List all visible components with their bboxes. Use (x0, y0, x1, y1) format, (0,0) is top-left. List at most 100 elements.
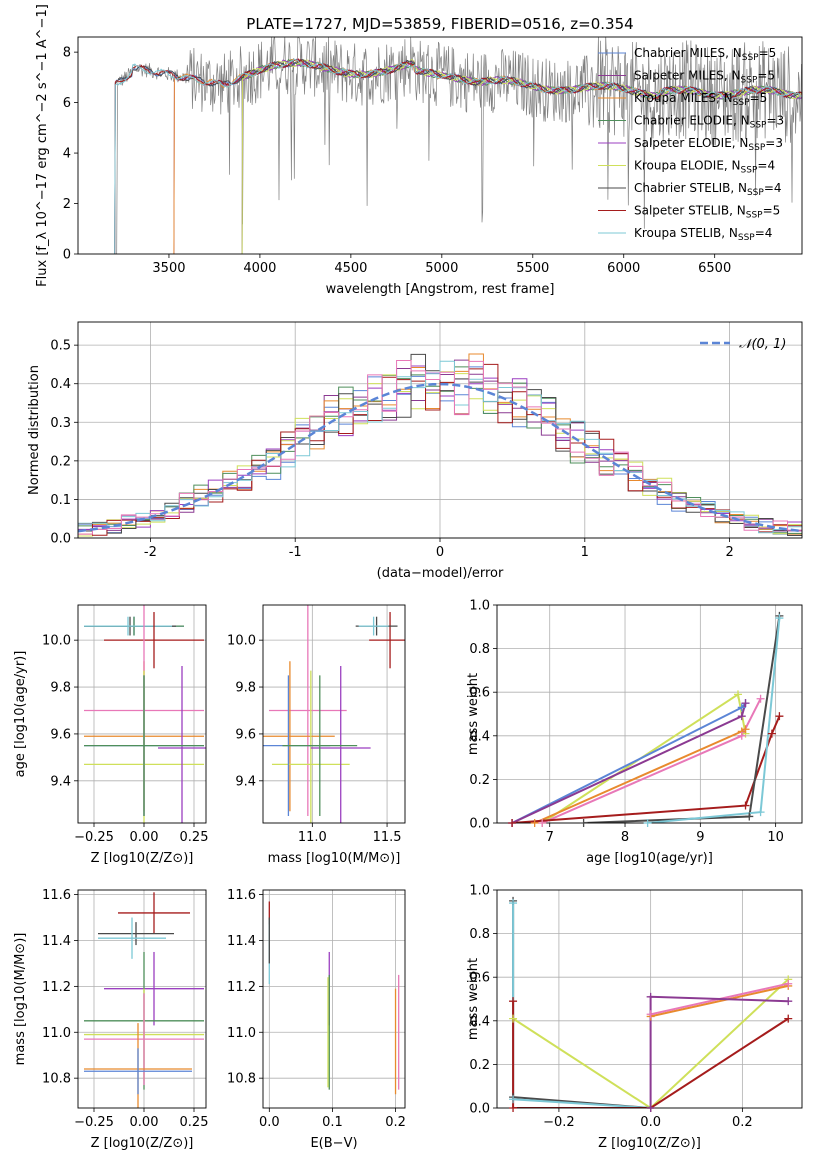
plus-marker (767, 729, 776, 738)
model-spectrum-line (114, 58, 802, 254)
x-tick-label: 11.0 (298, 830, 327, 845)
plus-marker (756, 694, 765, 703)
plot-area (268, 901, 400, 1095)
axes-frame (77, 36, 803, 255)
y-tick-label: 9.4 (50, 774, 71, 789)
y-tick-label: 0.2 (469, 1058, 490, 1073)
plus-marker (784, 979, 793, 988)
plus-marker (643, 819, 652, 827)
plus-marker (509, 899, 518, 908)
figure-title: PLATE=1727, MJD=53859, FIBERID=0516, z=0… (246, 15, 633, 33)
y-tick-label: 0.4 (469, 729, 490, 744)
x-tick-label: 6500 (698, 261, 731, 276)
normal-curve (78, 382, 802, 533)
y-tick-label: 10.0 (227, 634, 256, 649)
plus-marker (509, 1095, 518, 1104)
axes-frame (77, 889, 207, 1109)
x-axis-label: (data−model)/error (377, 566, 504, 581)
y-tick-label: 10.8 (227, 1072, 256, 1087)
y-tick-label: 9.8 (50, 681, 71, 696)
x-tick-label: 10 (767, 830, 784, 845)
grid-lines (78, 605, 206, 823)
x-tick-label: 0.00 (130, 1115, 159, 1130)
axes-frame (77, 604, 207, 824)
y-axis-label: mass weight (466, 958, 481, 1040)
plus-marker (737, 703, 746, 712)
plus-marker (646, 992, 655, 1001)
y-axis-label: Flux [f_λ 10^−17 erg cm^−2 s^−1 A^−1] (35, 4, 50, 287)
x-tick-label: 11.5 (373, 830, 402, 845)
histogram-series (78, 360, 802, 538)
y-tick-label: 0.5 (50, 339, 71, 354)
x-tick-label: 0.00 (130, 830, 159, 845)
y-axis-label: age [log10(age/yr)] (13, 651, 28, 778)
plus-marker (741, 801, 750, 810)
plus-marker (775, 614, 784, 623)
legend-label: Salpeter ELODIE, NSSP=3 (634, 136, 783, 153)
x-axis-label: wavelength [Angstrom, rest frame] (326, 282, 555, 297)
y-tick-label: 0 (63, 248, 71, 263)
plus-marker (509, 1014, 518, 1023)
y-tick-label: 10.0 (42, 634, 71, 649)
grid-lines (497, 889, 802, 1109)
y-tick-label: 11.4 (42, 934, 71, 949)
grid-lines (263, 605, 405, 823)
plus-marker (741, 699, 750, 708)
mass-weight-line (511, 702, 747, 823)
plus-marker (733, 690, 742, 699)
plus-marker (530, 819, 539, 827)
y-tick-label: 11.2 (227, 980, 256, 995)
x-tick-label: 0.1 (322, 1115, 343, 1130)
x-tick-label: 0.25 (180, 830, 209, 845)
x-tick-label: 2 (725, 545, 733, 560)
x-tick-label: 0.0 (259, 1115, 280, 1130)
y-tick-label: 11.2 (42, 980, 71, 995)
legend-label: Kroupa STELIB, NSSP=4 (634, 226, 772, 243)
x-tick-label: 4500 (334, 261, 367, 276)
mass-vs-metallicity-panel: −0.25 0.00 0.25 10.8 11.0 11.2 11.4 11.6 Z [log1… (13, 888, 208, 1151)
y-tick-label: 6 (63, 96, 71, 111)
y-tick-label: 0.6 (469, 686, 490, 701)
plus-marker (509, 997, 518, 1006)
y-tick-label: 9.6 (235, 727, 256, 742)
spectrum-legend: Chabrier MILES, NSSP=5 Salpeter MILES, NS… (598, 46, 784, 243)
x-tick-label: 0.2 (732, 1115, 753, 1130)
y-tick-label: 0.2 (50, 454, 71, 469)
mass-vs-extinction-panel: 0.0 0.1 0.2 10.8 11.0 11.2 11.4 11.6 E(B−V) (227, 888, 406, 1151)
y-tick-label: 0.8 (469, 642, 490, 657)
x-axis-label: Z [log10(Z/Z⊙)] (91, 1136, 194, 1151)
legend-label: Salpeter MILES, NSSP=5 (634, 69, 775, 86)
mass-weight-line (541, 692, 747, 823)
plus-marker (646, 1010, 655, 1019)
mass-weight-line (650, 984, 789, 1018)
age-vs-mass-panel: 11.0 11.5 9.4 9.6 9.8 10.0 mass [log10(M/M⊙)] (227, 604, 406, 866)
y-axis-label: Normed distribution (27, 365, 42, 495)
axes-frame (496, 604, 803, 824)
y-tick-label: 9.4 (235, 774, 256, 789)
y-tick-label: 0.0 (469, 817, 490, 832)
plus-marker (737, 731, 746, 740)
y-tick-label: 2 (63, 197, 71, 212)
y-tick-label: 0.8 (469, 927, 490, 942)
legend-label: Kroupa MILES, NSSP=5 (634, 91, 767, 108)
x-tick-label: 0.2 (385, 1115, 406, 1130)
plus-marker (509, 1104, 518, 1112)
x-axis-label: mass [log10(M/M⊙)] (268, 851, 401, 866)
plus-marker (508, 819, 517, 827)
plus-marker (756, 808, 765, 817)
y-tick-label: 11.6 (42, 888, 71, 903)
x-tick-label: 3500 (152, 261, 185, 276)
model-spectrum-line (241, 59, 802, 254)
age-vs-metallicity-panel: −0.25 0.00 0.25 9.4 9.6 9.8 10.0 Z [log10(Z/Z⊙)… (13, 604, 209, 866)
legend-label: Salpeter STELIB, NSSP=5 (634, 204, 780, 221)
y-tick-label: 1.0 (469, 599, 490, 614)
plus-marker (741, 725, 750, 734)
x-axis-label: age [log10(age/yr)] (586, 851, 713, 866)
mass-weight-line (512, 978, 789, 1108)
axes-frame (496, 889, 803, 1109)
y-tick-label: 0.3 (50, 416, 71, 431)
legend-label: Chabrier ELODIE, NSSP=3 (634, 114, 784, 131)
x-axis-label: Z [log10(Z/Z⊙)] (598, 1136, 701, 1151)
x-tick-label: 5500 (516, 261, 549, 276)
x-tick-label: 7 (546, 830, 554, 845)
